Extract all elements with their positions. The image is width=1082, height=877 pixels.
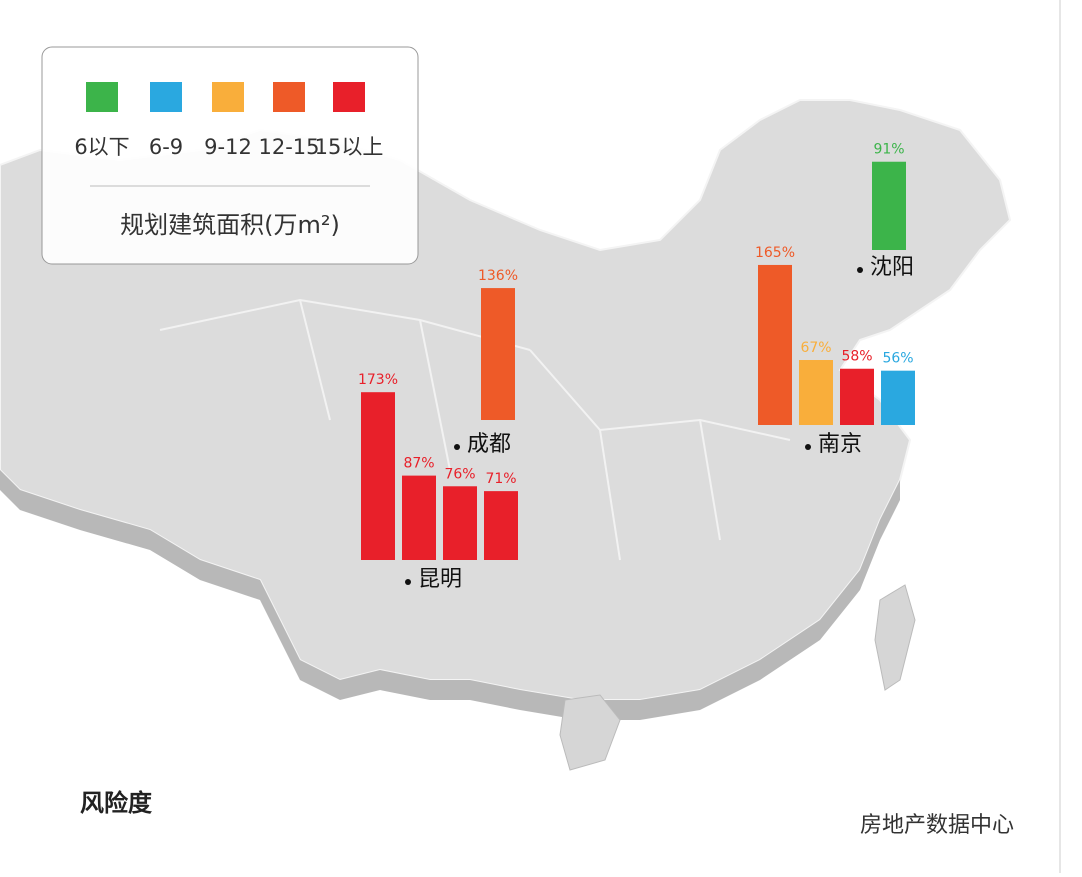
legend-swatch xyxy=(150,82,182,112)
city-name: 昆明 xyxy=(418,567,462,592)
city-dot xyxy=(454,444,460,450)
legend-box xyxy=(41,46,419,265)
legend-swatch xyxy=(212,82,244,112)
value-label: 67% xyxy=(800,340,831,356)
source: 房地产数据中心 xyxy=(860,813,1014,838)
legend-title: 规划建筑面积(万m²) xyxy=(120,211,340,239)
legend-label: 6以下 xyxy=(74,135,129,159)
footer-title: 风险度 xyxy=(80,789,153,817)
city-name: 成都 xyxy=(467,432,511,457)
value-label: 87% xyxy=(403,456,434,472)
legend-label: 15以上 xyxy=(315,135,384,159)
value-label: 71% xyxy=(485,471,516,487)
bar xyxy=(402,475,436,560)
bar xyxy=(484,491,518,560)
bar xyxy=(799,360,833,425)
bar xyxy=(840,368,874,425)
legend: 规划建筑面积(万m²) xyxy=(41,46,419,265)
value-label: 136% xyxy=(478,268,518,284)
value-label: 165% xyxy=(755,245,795,261)
legend-swatch xyxy=(86,82,118,112)
bars: 91% 沈阳 165% 67% 58% 56% 南京 136% 成都 173% 87% 76% 71% 昆… xyxy=(358,142,915,592)
value-label: 76% xyxy=(444,466,475,482)
value-label: 58% xyxy=(841,349,872,365)
bar xyxy=(758,264,792,425)
value-label: 173% xyxy=(358,372,398,388)
legend-label: 12-15 xyxy=(258,135,319,159)
value-label: 91% xyxy=(873,142,904,158)
legend-label: 6-9 xyxy=(149,135,183,159)
legend-swatch xyxy=(273,82,305,112)
legend-swatch xyxy=(333,82,365,112)
city-dot xyxy=(857,267,863,273)
bar xyxy=(443,486,477,560)
bar xyxy=(872,161,906,250)
bar xyxy=(361,392,395,560)
city-dot xyxy=(805,444,811,450)
city-name: 沈阳 xyxy=(870,255,914,280)
value-label: 56% xyxy=(882,351,913,367)
city-dot xyxy=(405,579,411,585)
bar xyxy=(481,288,515,420)
bar xyxy=(881,370,915,425)
city-name: 南京 xyxy=(818,432,862,457)
legend-label: 9-12 xyxy=(204,135,252,159)
